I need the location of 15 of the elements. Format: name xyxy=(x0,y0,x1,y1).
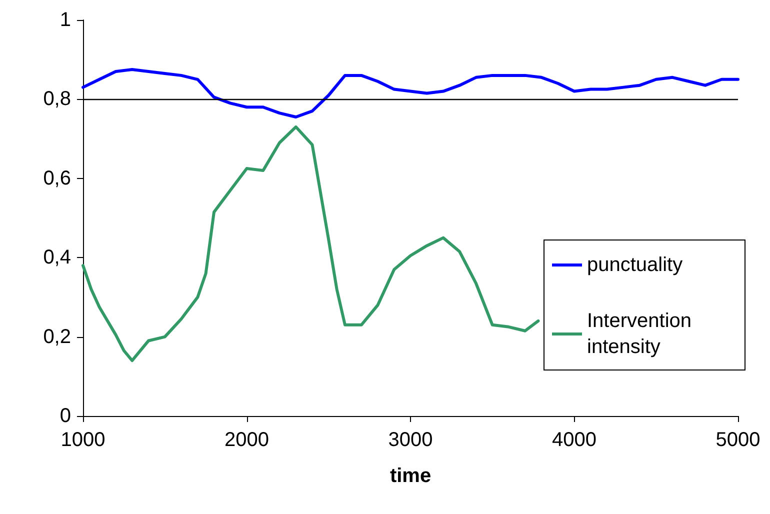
legend-label: Intervention intensity xyxy=(587,310,698,358)
x-tick-label: 2000 xyxy=(224,429,269,451)
y-tick-label: 0,6 xyxy=(43,167,71,190)
y-tick-label: 0,8 xyxy=(43,88,71,110)
x-axis-title: time xyxy=(390,465,432,487)
y-tick-label: 1 xyxy=(60,9,71,31)
legend-label: punctuality xyxy=(587,254,683,276)
y-tick-label: 0,4 xyxy=(43,246,71,269)
x-tick-label: 4000 xyxy=(552,429,596,451)
line-series xyxy=(82,125,540,362)
y-tick-label: 0 xyxy=(60,405,71,427)
x-tick-label: 5000 xyxy=(716,429,760,451)
x-tick-label: 3000 xyxy=(388,429,433,451)
x-tick-label: 1000 xyxy=(60,429,106,451)
y-tick-label: 0,2 xyxy=(43,326,71,348)
